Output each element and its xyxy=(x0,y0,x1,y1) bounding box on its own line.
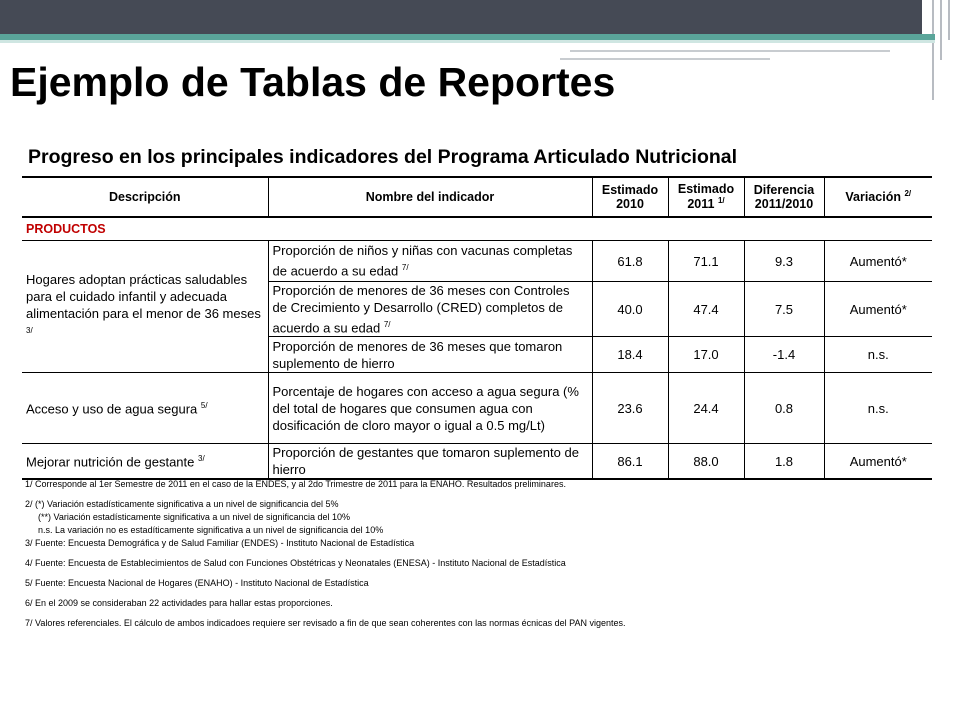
footnote-1: 1/ Corresponde al 1er Semestre de 2011 e… xyxy=(25,479,566,489)
value-2010: 61.8 xyxy=(591,240,668,282)
indicator-cell: Proporción de menores de 36 meses que to… xyxy=(267,336,592,374)
footnote-5: 5/ Fuente: Encuesta Nacional de Hogares … xyxy=(25,578,369,588)
footnote-4: 4/ Fuente: Encuesta de Establecimientos … xyxy=(25,558,566,568)
decor-line xyxy=(932,0,934,100)
footnote-2-sub: n.s. La variación no es estadíticamente … xyxy=(38,525,384,535)
header-year: 2011/2010 xyxy=(754,197,814,211)
value-variation: Aumentó* xyxy=(823,443,932,481)
footnote-ref: 3/ xyxy=(198,453,205,463)
header-label: Estimado xyxy=(677,182,735,197)
table-row: Hogares adoptan prácticas saludables par… xyxy=(22,240,932,374)
group-description: Mejorar nutrición de gestante 3/ xyxy=(22,443,268,481)
footnote-ref: 5/ xyxy=(200,400,208,410)
table-row: Acceso y uso de agua segura 5/ Porcentaj… xyxy=(22,372,932,445)
header-year: 2011 xyxy=(687,197,715,212)
value-diff: -1.4 xyxy=(743,336,824,374)
footnote-7: 7/ Valores referenciales. El cálculo de … xyxy=(25,618,626,628)
slide-title: Ejemplo de Tablas de Reportes xyxy=(10,59,616,105)
decor-line xyxy=(940,0,942,60)
header-estimado-2011: Estimado 2011 1/ xyxy=(667,176,744,218)
header-estimado-2010: Estimado 2010 xyxy=(591,176,668,218)
value-diff: 7.5 xyxy=(743,280,824,337)
table-header-row: Descripción Nombre del indicador Estimad… xyxy=(22,176,932,218)
slide-top-bar xyxy=(0,0,960,34)
value-2010: 18.4 xyxy=(591,336,668,374)
section-row: PRODUCTOS xyxy=(22,217,932,241)
value-variation: n.s. xyxy=(823,336,932,374)
header-diferencia: Diferencia 2011/2010 xyxy=(743,176,824,218)
group-description-text: Hogares adoptan prácticas saludables par… xyxy=(26,272,261,321)
header-variacion: Variación 2/ xyxy=(823,176,932,218)
header-year: 2010 xyxy=(616,197,644,211)
table-row: Proporción de menores de 36 meses que to… xyxy=(22,336,932,374)
table-title: Progreso en los principales indicadores … xyxy=(28,146,738,168)
footnote-ref: 2/ xyxy=(904,189,912,199)
footnote-gap xyxy=(25,570,626,577)
footnote-ref: 7/ xyxy=(383,320,391,329)
indicator-cell: Proporción de niños y niñas con vacunas … xyxy=(267,240,592,282)
value-2010: 40.0 xyxy=(591,280,668,337)
indicator-cell: Proporción de menores de 36 meses con Co… xyxy=(267,280,592,337)
header-label: Estimado xyxy=(601,183,659,197)
value-2011: 71.1 xyxy=(667,240,744,282)
header-label: Variación xyxy=(845,190,901,205)
footnote-ref: 3/ xyxy=(26,326,33,335)
header-indicador: Nombre del indicador xyxy=(267,176,592,218)
table-row: Proporción de menores de 36 meses con Co… xyxy=(22,280,932,337)
section-label: PRODUCTOS xyxy=(22,217,932,241)
value-variation: Aumentó* xyxy=(823,240,932,282)
value-2010: 86.1 xyxy=(591,443,668,481)
value-2011: 17.0 xyxy=(667,336,744,374)
value-2011: 88.0 xyxy=(667,443,744,481)
indicator-text: Proporción de niños y niñas con vacunas … xyxy=(272,243,573,279)
accent-stripe-light xyxy=(0,40,935,43)
footnote-gap xyxy=(25,550,626,557)
value-variation: n.s. xyxy=(823,372,932,445)
header-descripcion: Descripción xyxy=(22,176,268,218)
accent-stripe xyxy=(0,34,935,40)
footnotes: 1/ Corresponde al 1er Semestre de 2011 e… xyxy=(25,478,626,630)
group-description-text: Acceso y uso de agua segura xyxy=(26,400,198,416)
footnote-6: 6/ En el 2009 se consideraban 22 activid… xyxy=(25,598,333,608)
indicator-text: Proporción de menores de 36 meses con Co… xyxy=(272,283,570,336)
group-description: Hogares adoptan prácticas saludables par… xyxy=(22,240,268,374)
value-diff: 0.8 xyxy=(743,372,824,445)
decor-line xyxy=(560,58,770,60)
value-2010: 23.6 xyxy=(591,372,668,445)
footnote-ref: 1/ xyxy=(717,196,725,206)
decor-line xyxy=(570,50,890,52)
footnote-gap xyxy=(25,491,626,498)
header-label: Diferencia xyxy=(753,183,815,197)
group-description: Acceso y uso de agua segura 5/ xyxy=(22,372,268,445)
value-diff: 9.3 xyxy=(743,240,824,282)
value-diff: 1.8 xyxy=(743,443,824,481)
decor-line xyxy=(948,0,950,40)
value-2011: 24.4 xyxy=(667,372,744,445)
footnote-2: 2/ (*) Variación estadísticamente signif… xyxy=(25,499,339,509)
value-2011: 47.4 xyxy=(667,280,744,337)
value-variation: Aumentó* xyxy=(823,280,932,337)
group-description-text: Mejorar nutrición de gestante xyxy=(26,453,195,469)
footnote-gap xyxy=(25,610,626,617)
footnote-gap xyxy=(25,590,626,597)
footnote-2-sub: (**) Variación estadísticamente signific… xyxy=(38,512,350,522)
indicator-cell: Porcentaje de hogares con acceso a agua … xyxy=(267,372,592,445)
indicator-cell: Proporción de gestantes que tomaron supl… xyxy=(267,443,592,481)
table-row: Mejorar nutrición de gestante 3/ Proporc… xyxy=(22,443,932,481)
footnote-ref: 7/ xyxy=(401,263,409,273)
indicators-table: Descripción Nombre del indicador Estimad… xyxy=(22,176,932,481)
footnote-3: 3/ Fuente: Encuesta Demográfica y de Sal… xyxy=(25,538,415,548)
